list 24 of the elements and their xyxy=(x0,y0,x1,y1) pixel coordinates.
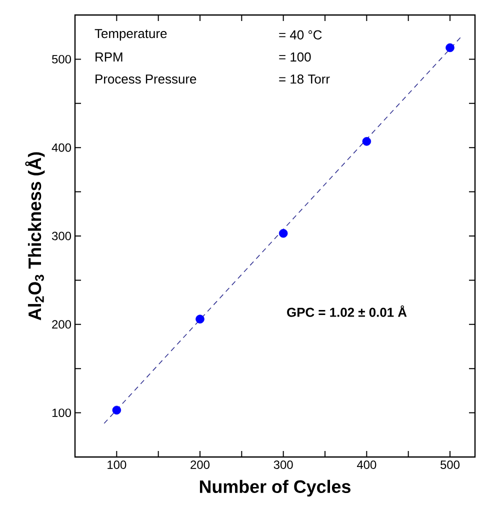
y-axis-title: Al$_{2}$O$_{3}$ Thickness (Å) xyxy=(25,152,45,320)
annotation: Temperature xyxy=(94,29,167,41)
annotation: Process Pressure xyxy=(96,74,196,84)
x-tick-label: 400 xyxy=(356,460,376,469)
x-tick-label: 200 xyxy=(190,460,210,469)
y-tick-label: 400 xyxy=(52,143,72,152)
annotation: RPM xyxy=(96,52,122,62)
x-tick-label: 100 xyxy=(108,460,126,469)
y-tick-label: 200 xyxy=(52,320,72,329)
annotation: GPC = 1.02 ± 0.01 Å xyxy=(287,305,407,317)
annotation: = 40 °C xyxy=(279,30,322,40)
x-tick-label: 500 xyxy=(440,460,460,469)
y-tick-label: 100 xyxy=(52,408,72,418)
y-tick-label: 300 xyxy=(52,232,72,240)
x-tick-label: 300 xyxy=(274,460,293,469)
x-axis-title: Number of Cycles xyxy=(200,480,350,497)
point xyxy=(112,406,122,415)
annotation: = 100 xyxy=(279,52,311,62)
y-tick-label: 500 xyxy=(52,54,72,64)
point xyxy=(446,43,454,52)
annotation: = 18 Torr xyxy=(279,74,330,84)
point xyxy=(278,228,288,238)
point xyxy=(362,137,372,146)
point xyxy=(196,314,204,324)
